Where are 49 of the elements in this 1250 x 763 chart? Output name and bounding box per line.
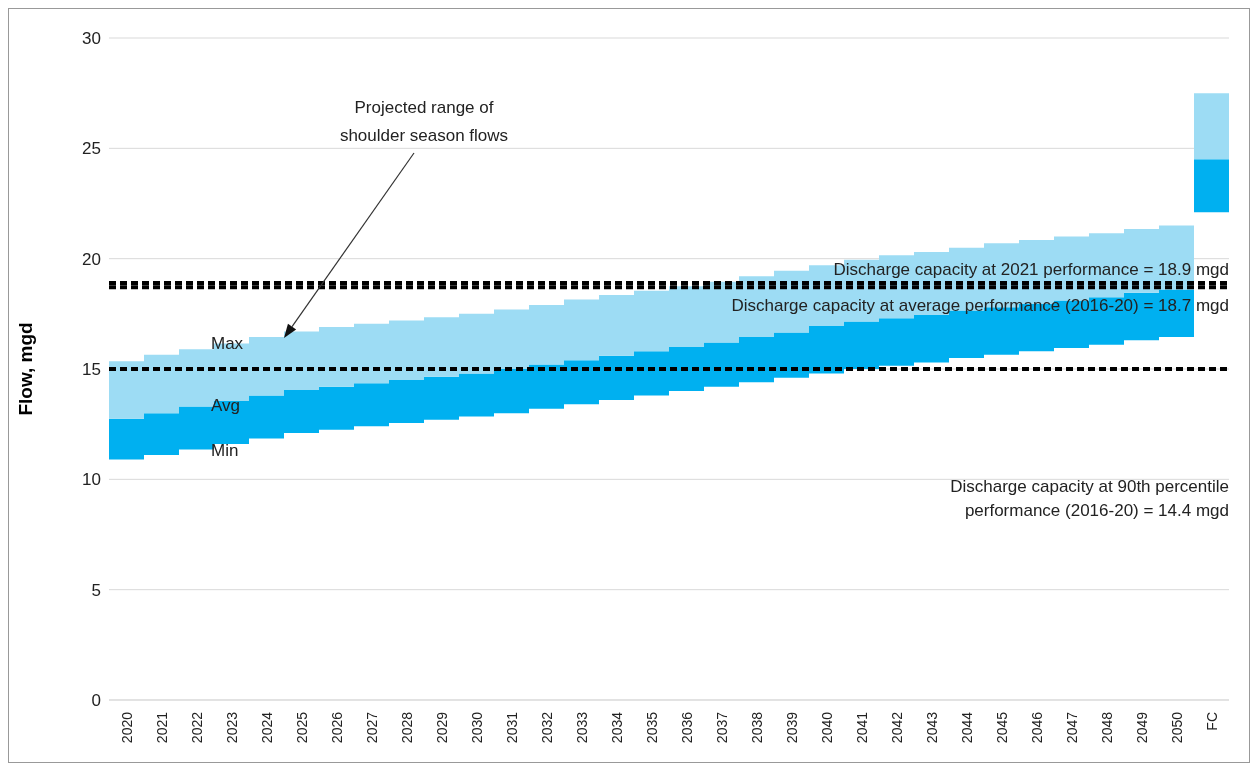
x-tick-label: 2028	[398, 711, 415, 744]
x-tick-label: 2027	[363, 711, 380, 744]
y-tick-label: 30	[82, 29, 101, 49]
annotation: Min	[211, 441, 239, 460]
x-tick-label: 2020	[118, 711, 135, 744]
annotation: Avg	[211, 396, 240, 415]
x-tick-label: 2049	[1133, 711, 1150, 744]
ref-line-label: Discharge capacity at 2021 performance = 18.9 mgd	[833, 259, 1229, 279]
x-tick-label: 2041	[853, 711, 870, 744]
ref-line-label: Discharge capacity at average performance (2016-20) = 18.7 mgd	[731, 296, 1229, 316]
y-tick-label: 25	[82, 139, 101, 159]
x-tick-label: 2026	[328, 711, 345, 744]
x-tick-label: 2023	[223, 711, 240, 744]
x-tick-label: 2045	[993, 711, 1010, 744]
annotation: Max	[211, 334, 244, 353]
x-tick-label: 2021	[153, 711, 170, 744]
x-tick-label: 2050	[1168, 711, 1185, 744]
x-tick-label: 2047	[1063, 711, 1080, 744]
x-tick-label: 2037	[713, 711, 730, 744]
bar	[1194, 159, 1229, 213]
x-tick-label: 2044	[958, 711, 975, 744]
x-tick-label: 2039	[783, 711, 800, 744]
x-tick-label: 2022	[188, 711, 205, 744]
x-tick-label: 2030	[468, 711, 485, 744]
y-axis-title: Flow, mgd	[14, 322, 36, 416]
annotation: Discharge capacity at 90th percentile performance (2016-20) = 14.4 mgd	[950, 477, 1229, 520]
x-tick-label: 2029	[433, 711, 450, 744]
x-tick-label: 2038	[748, 711, 765, 744]
y-tick-label: 15	[82, 360, 101, 380]
x-tick-label: 2048	[1098, 711, 1115, 744]
annotation: Projected range of shoulder season flows	[339, 98, 509, 145]
x-tick-label: 2043	[923, 711, 940, 744]
y-tick-label: 10	[82, 470, 101, 490]
x-tick-label: 2035	[643, 711, 660, 744]
y-tick-label: 0	[91, 691, 101, 711]
y-tick-label: 20	[82, 249, 101, 269]
bar	[1194, 93, 1229, 160]
y-tick-label: 5	[91, 580, 101, 600]
x-tick-label: 2036	[678, 711, 695, 744]
x-tick-label: 2040	[818, 711, 835, 744]
x-tick-label: 2033	[573, 711, 590, 744]
x-tick-label: 2032	[538, 711, 555, 744]
x-tick-label: FC	[1203, 712, 1220, 731]
x-tick-label: 2034	[608, 711, 625, 744]
x-tick-label: 2024	[258, 711, 275, 744]
x-tick-label: 2031	[503, 711, 520, 744]
x-tick-label: 2046	[1028, 711, 1045, 744]
x-tick-label: 2025	[293, 711, 310, 744]
x-tick-label: 2042	[888, 711, 905, 744]
